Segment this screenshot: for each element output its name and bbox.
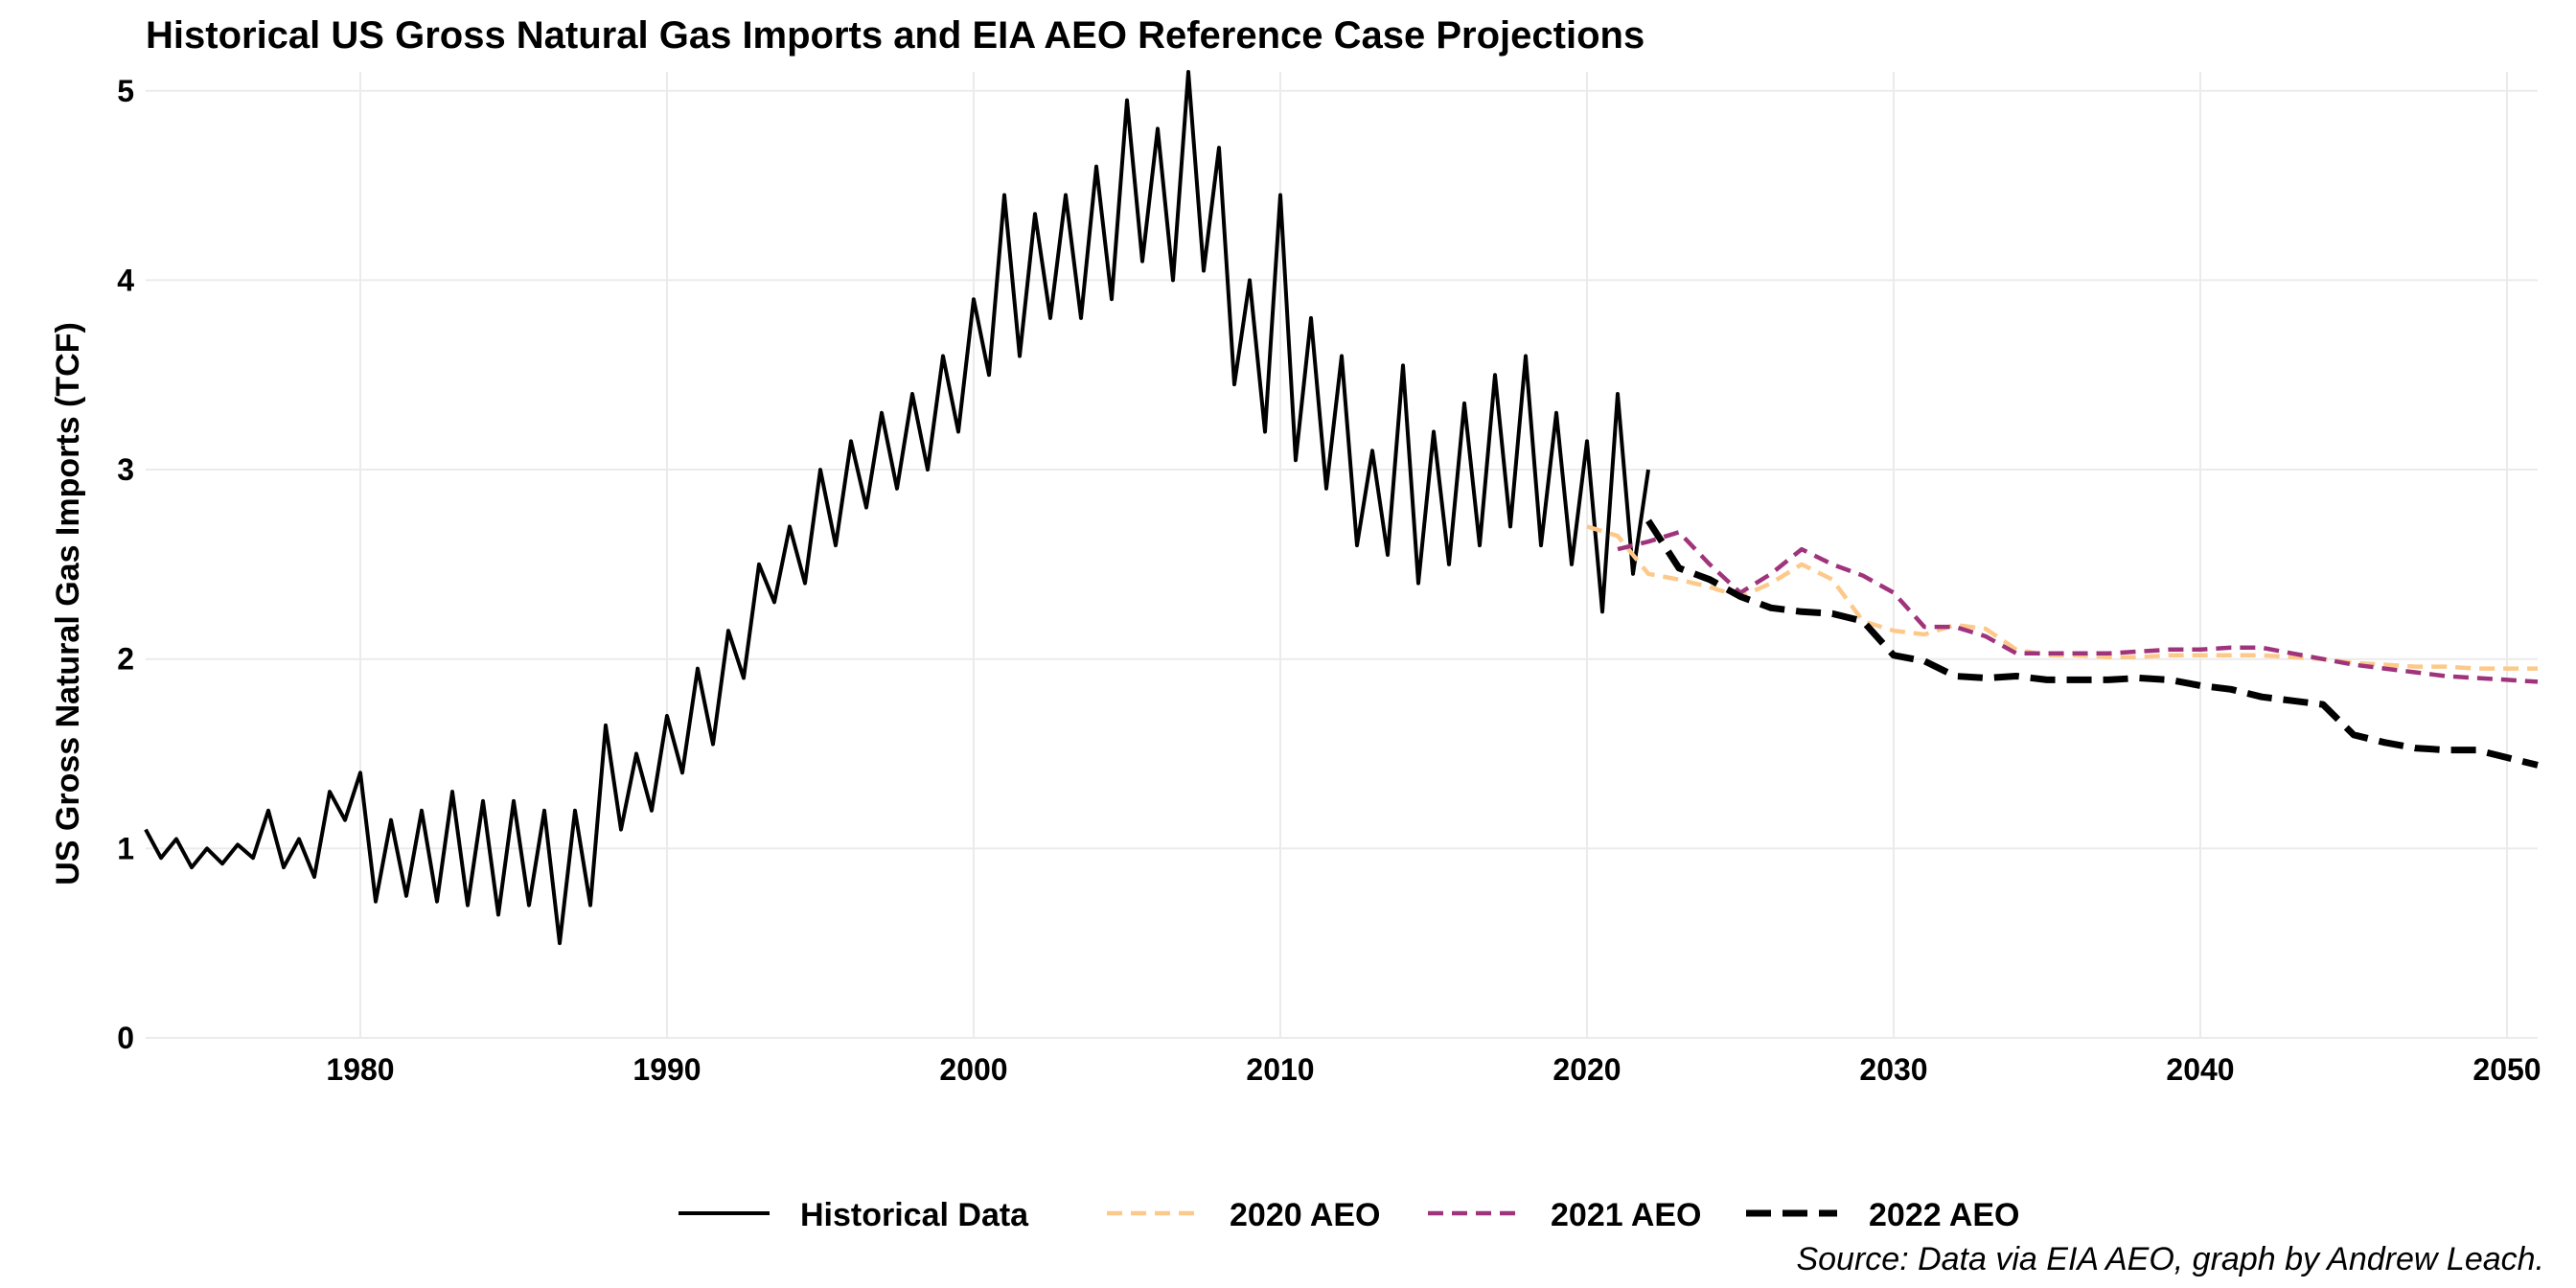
x-tick-label: 2050 (2472, 1052, 2541, 1087)
series-line-2 (1617, 530, 2539, 684)
y-tick-label: 4 (117, 263, 134, 297)
x-tick-label: 1990 (632, 1052, 701, 1087)
y-axis-label: US Gross Natural Gas Imports (TCF) (50, 322, 86, 886)
series-line-1 (1586, 524, 2538, 671)
x-axis-ticks: 1980 1990 2000 2010 2020 2030 2040 2050 (326, 1052, 2541, 1087)
legend-label: 2020 AEO (1230, 1197, 1381, 1233)
legend: Historical Data 2020 AEO 2021 AEO 2022 AEO (678, 1197, 2020, 1233)
series-line-3 (1645, 518, 2539, 769)
y-tick-label: 0 (117, 1021, 134, 1055)
y-tick-label: 5 (117, 74, 134, 108)
y-tick-label: 2 (117, 642, 134, 677)
x-tick-label: 1980 (326, 1052, 394, 1087)
source-caption: Source: Data via EIA AEO, graph by Andre… (1796, 1241, 2544, 1277)
x-tick-label: 2030 (1859, 1052, 1927, 1087)
x-tick-label: 2010 (1246, 1052, 1314, 1087)
series-lines (144, 70, 2539, 946)
legend-label: Historical Data (800, 1197, 1029, 1233)
y-tick-label: 3 (117, 452, 134, 487)
legend-label: 2022 AEO (1869, 1197, 2020, 1233)
gridlines (146, 72, 2538, 1039)
y-axis-ticks: 0 1 2 3 4 5 (117, 74, 134, 1055)
series-line-0 (144, 70, 1650, 946)
chart-title: Historical US Gross Natural Gas Imports … (146, 14, 1644, 57)
x-tick-label: 2040 (2166, 1052, 2234, 1087)
legend-label: 2021 AEO (1551, 1197, 1702, 1233)
x-tick-label: 2000 (939, 1052, 1007, 1087)
x-tick-label: 2020 (1552, 1052, 1621, 1087)
y-tick-label: 1 (117, 831, 134, 865)
